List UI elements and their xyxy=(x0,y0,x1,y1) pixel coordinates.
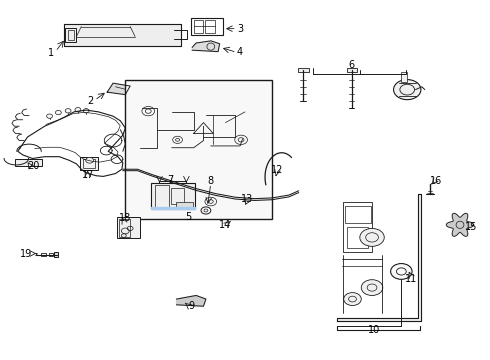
Bar xyxy=(171,188,184,204)
Ellipse shape xyxy=(393,80,421,100)
Polygon shape xyxy=(446,213,474,237)
Ellipse shape xyxy=(142,107,155,116)
Bar xyxy=(191,18,223,35)
Text: 3: 3 xyxy=(237,24,243,34)
Bar xyxy=(83,159,96,168)
Bar xyxy=(41,253,46,256)
Text: 9: 9 xyxy=(188,301,195,311)
Text: 17: 17 xyxy=(81,170,94,180)
Text: 14: 14 xyxy=(220,220,232,230)
Text: 1: 1 xyxy=(48,48,54,58)
Ellipse shape xyxy=(360,228,384,246)
Bar xyxy=(80,157,98,170)
Text: 15: 15 xyxy=(465,222,477,231)
Polygon shape xyxy=(176,296,206,306)
Bar xyxy=(175,202,193,209)
Ellipse shape xyxy=(343,293,361,306)
Polygon shape xyxy=(192,41,220,51)
Bar xyxy=(205,20,215,33)
Bar xyxy=(345,206,370,223)
Bar xyxy=(346,68,357,72)
Bar xyxy=(401,72,407,82)
Bar xyxy=(194,20,203,33)
Bar xyxy=(65,28,76,42)
Polygon shape xyxy=(64,24,181,45)
Text: 20: 20 xyxy=(28,161,40,171)
Bar xyxy=(125,80,272,220)
Text: 2: 2 xyxy=(87,96,93,106)
Polygon shape xyxy=(107,83,130,95)
Bar xyxy=(15,159,42,166)
Text: 12: 12 xyxy=(270,165,283,175)
Text: 13: 13 xyxy=(241,194,253,204)
Ellipse shape xyxy=(86,157,94,163)
Ellipse shape xyxy=(47,114,52,118)
Text: 4: 4 xyxy=(237,47,243,57)
Text: 5: 5 xyxy=(186,212,192,222)
Bar xyxy=(54,252,58,257)
Bar xyxy=(68,30,74,40)
Bar xyxy=(119,219,130,237)
Bar xyxy=(155,185,169,207)
Text: 10: 10 xyxy=(368,325,381,335)
Ellipse shape xyxy=(65,109,71,113)
Text: 6: 6 xyxy=(348,60,355,70)
Bar xyxy=(117,217,141,238)
Text: 11: 11 xyxy=(405,274,417,284)
Text: 19: 19 xyxy=(20,248,32,258)
Ellipse shape xyxy=(201,207,211,214)
Bar xyxy=(298,68,309,72)
Text: 7: 7 xyxy=(168,175,174,185)
Polygon shape xyxy=(151,207,195,210)
Bar xyxy=(346,226,368,248)
Ellipse shape xyxy=(361,280,383,296)
Ellipse shape xyxy=(172,136,182,143)
Ellipse shape xyxy=(391,264,412,279)
Bar xyxy=(151,183,195,210)
Text: 18: 18 xyxy=(119,213,131,222)
Bar xyxy=(343,202,372,252)
Ellipse shape xyxy=(75,108,81,112)
Ellipse shape xyxy=(83,109,89,113)
Bar xyxy=(49,253,53,256)
Ellipse shape xyxy=(205,197,217,206)
Ellipse shape xyxy=(55,111,61,115)
Polygon shape xyxy=(337,194,421,320)
Text: 8: 8 xyxy=(208,176,214,186)
Ellipse shape xyxy=(235,135,247,144)
Text: 16: 16 xyxy=(430,176,442,186)
